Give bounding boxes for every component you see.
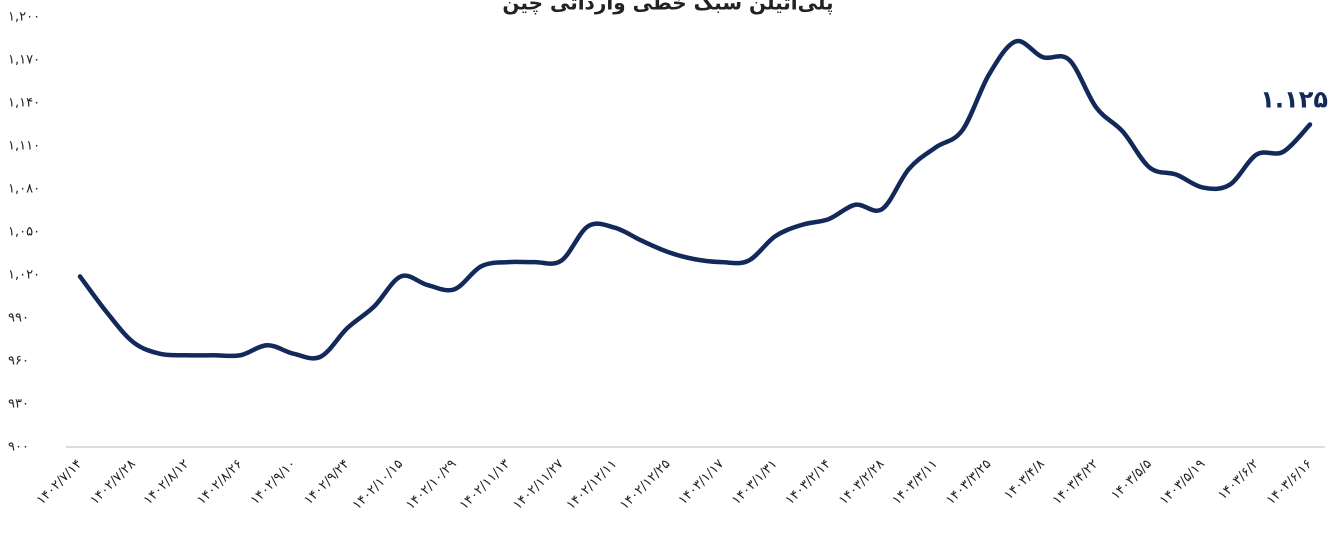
x-tick-label: ۱۴۰۳/۲/۱۴	[783, 457, 834, 508]
y-tick-label: ۹۶۰	[8, 354, 29, 369]
x-tick-label: ۱۴۰۳/۶/۲	[1215, 457, 1261, 503]
x-tick-label: ۱۴۰۲/۱۱/۱۳	[457, 457, 513, 513]
y-tick-label: ۱,۰۸۰	[8, 182, 40, 197]
x-tick-label: ۱۴۰۳/۴/۲۲	[1050, 457, 1101, 508]
data-label: ۱.۱۲۵	[1260, 86, 1328, 114]
x-tick-label: ۱۴۰۳/۱/۳۱	[729, 457, 780, 508]
chart-title: پلی‌اتیلن سبک خطی وارداتی چین	[502, 0, 833, 16]
y-tick-label: ۱,۱۴۰	[8, 96, 40, 111]
x-tick-label: ۱۴۰۲/۷/۱۴	[34, 457, 85, 508]
y-tick-label: ۱,۲۰۰	[8, 10, 40, 25]
x-tick-label: ۱۴۰۳/۴/۸	[1001, 457, 1047, 503]
x-tick-label: ۱۴۰۲/۱۱/۲۷	[510, 457, 566, 513]
x-tick-label: ۱۴۰۲/۷/۲۸	[87, 457, 138, 508]
y-tick-label: ۹۹۰	[8, 311, 29, 326]
y-tick-label: ۱,۰۵۰	[8, 225, 40, 240]
y-tick-label: ۱,۰۲۰	[8, 268, 40, 283]
x-tick-label: ۱۴۰۲/۱۲/۲۵	[617, 457, 673, 513]
x-tick-label: ۱۴۰۲/۹/۱۰	[248, 457, 299, 508]
x-tick-label: ۱۴۰۳/۱/۱۷	[676, 457, 727, 508]
x-tick-label: ۱۴۰۲/۱۰/۱۵	[350, 457, 406, 513]
x-tick-label: ۱۴۰۳/۵/۵	[1108, 457, 1154, 503]
line-series	[77, 38, 1313, 361]
x-tick-label: ۱۴۰۳/۳/۱۱	[890, 457, 941, 508]
y-tick-label: ۹۰۰	[8, 440, 29, 455]
x-tick-label: ۱۴۰۲/۸/۱۲	[141, 457, 192, 508]
x-tick-label: ۱۴۰۳/۶/۱۶	[1264, 457, 1315, 508]
x-tick-label: ۱۴۰۲/۱۰/۲۹	[403, 457, 459, 513]
x-tick-label: ۱۴۰۳/۵/۱۹	[1157, 457, 1208, 508]
y-tick-label: ۱,۱۷۰	[8, 53, 40, 68]
x-tick-label: ۱۴۰۲/۱۲/۱۱	[564, 457, 620, 513]
y-tick-label: ۹۳۰	[8, 397, 29, 412]
x-tick-label: ۱۴۰۲/۹/۲۴	[301, 457, 352, 508]
x-tick-label: ۱۴۰۳/۳/۲۵	[943, 457, 994, 508]
x-tick-label: ۱۴۰۲/۸/۲۶	[194, 457, 245, 508]
x-tick-label: ۱۴۰۳/۲/۲۸	[836, 457, 887, 508]
y-tick-label: ۱,۱۱۰	[8, 139, 40, 154]
